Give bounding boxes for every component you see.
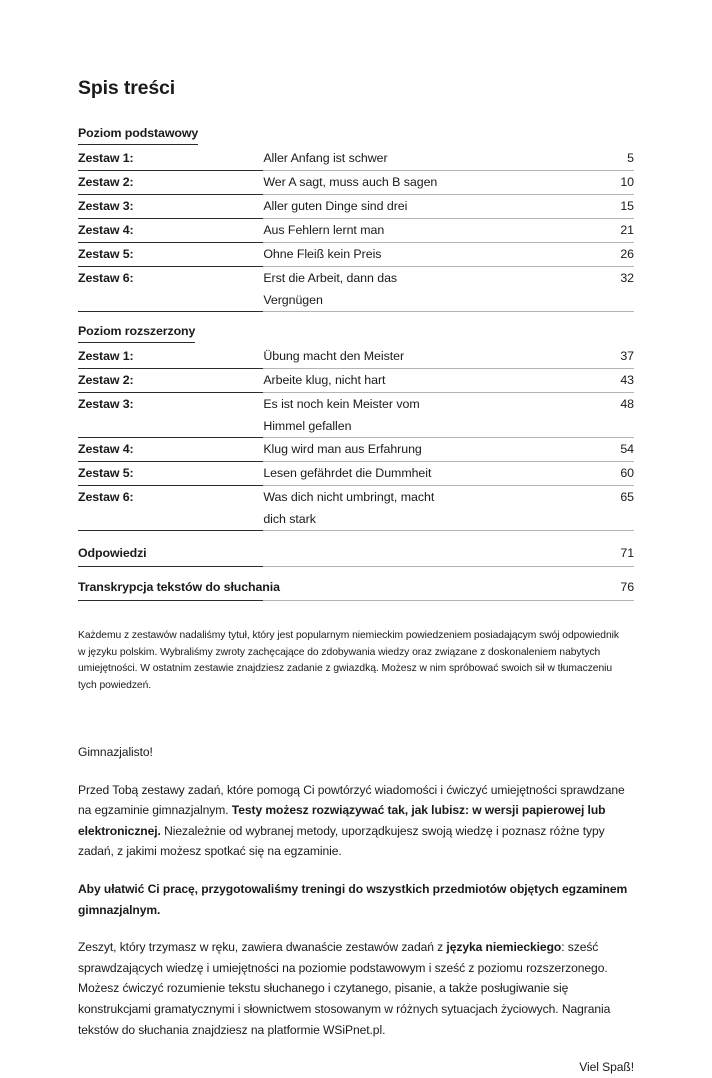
toc-section-heading-basic: Poziom podstawowy <box>78 125 634 147</box>
toc-row-label: Zestaw 2: <box>78 170 264 196</box>
toc-row-title[interactable]: Aus Fehlern lernt man <box>263 218 449 244</box>
page-title: Spis treści <box>78 77 175 99</box>
toc-row-title[interactable]: Arbeite klug, nicht hart <box>263 368 449 394</box>
toc-entry-page: 71 <box>448 542 634 568</box>
toc-row-page: 65 <box>448 485 634 532</box>
toc-row-label: Zestaw 5: <box>78 242 264 268</box>
toc-row-label: Zestaw 4: <box>78 437 264 463</box>
table-row[interactable]: Odpowiedzi 71 <box>78 542 634 568</box>
toc-section-heading-extended-label: Poziom rozszerzony <box>78 323 195 344</box>
table-row[interactable]: Zestaw 4: Klug wird man aus Erfahrung 54 <box>78 437 634 463</box>
table-row[interactable]: Zestaw 1: Aller Anfang ist schwer 5 <box>78 147 634 172</box>
toc-row-label: Zestaw 5: <box>78 461 264 487</box>
toc-row-page: 54 <box>448 437 634 463</box>
toc-row-title[interactable]: Ohne Fleiß kein Preis <box>263 242 449 268</box>
toc-row-page: 37 <box>448 345 634 370</box>
toc-row-label: Zestaw 1: <box>78 147 264 172</box>
letter-paragraph-3: Zeszyt, który trzymasz w ręku, zawiera d… <box>78 937 634 1040</box>
letter-salutation: Gimnazjalisto! <box>78 745 153 760</box>
table-row[interactable]: Zestaw 3: Es ist noch kein Meister vom H… <box>78 392 634 439</box>
table-row[interactable]: Zestaw 2: Arbeite klug, nicht hart 43 <box>78 368 634 394</box>
intro-letter: Gimnazjalisto! Przed Tobą zestawy zadań,… <box>78 742 634 1078</box>
toc-row-title[interactable]: Klug wird man aus Erfahrung <box>263 437 449 463</box>
toc-body: Poziom podstawowy Zestaw 1: Aller Anfang… <box>78 125 634 602</box>
toc-section-spacer <box>78 531 634 543</box>
toc-section-spacer <box>78 312 634 324</box>
letter-closing: Viel Spaß! <box>579 1060 634 1075</box>
table-row[interactable]: Zestaw 5: Lesen gefährdet die Dummheit 6… <box>78 461 634 487</box>
toc-row-title[interactable]: Aller guten Dinge sind drei <box>263 194 449 220</box>
toc-entry-label-odpowiedzi[interactable]: Odpowiedzi <box>78 542 264 568</box>
toc-row-label: Zestaw 2: <box>78 368 264 394</box>
toc-row-title[interactable]: Übung macht den Meister <box>263 345 449 370</box>
toc-row-title[interactable]: Es ist noch kein Meister vom Himmel gefa… <box>263 392 449 439</box>
spacer-cell <box>78 312 634 324</box>
spacer-cell <box>78 567 634 577</box>
letter-p3-emphasis: języka niemieckiego <box>446 940 562 955</box>
toc-entry-spacer <box>78 567 634 577</box>
toc-row-label: Zestaw 6: <box>78 485 264 532</box>
toc-section-heading-row: Poziom rozszerzony <box>78 323 634 345</box>
toc-row-page: 32 <box>448 266 634 313</box>
table-row[interactable]: Zestaw 2: Wer A sagt, muss auch B sagen … <box>78 170 634 196</box>
table-row[interactable]: Transkrypcja tekstów do słuchania 76 <box>78 576 634 602</box>
letter-paragraph-1: Przed Tobą zestawy zadań, które pomogą C… <box>78 780 634 862</box>
toc-row-title[interactable]: Lesen gefährdet die Dummheit <box>263 461 449 487</box>
toc-row-label: Zestaw 3: <box>78 392 264 439</box>
toc-entry-label-transkrypcja[interactable]: Transkrypcja tekstów do słuchania <box>78 576 280 602</box>
letter-paragraph-2: Aby ułatwić Ci pracę, przygotowaliśmy tr… <box>78 879 634 920</box>
toc-row-page: 43 <box>448 368 634 394</box>
toc-row-title[interactable]: Wer A sagt, muss auch B sagen <box>263 170 449 196</box>
table-row[interactable]: Zestaw 3: Aller guten Dinge sind drei 15 <box>78 194 634 220</box>
toc-note: Każdemu z zestawów nadaliśmy tytuł, któr… <box>78 630 620 691</box>
table-row[interactable]: Zestaw 1: Übung macht den Meister 37 <box>78 345 634 370</box>
toc-row-page: 5 <box>448 147 634 172</box>
toc-entry-leader <box>263 542 449 568</box>
toc-section-heading-basic-label: Poziom podstawowy <box>78 125 198 146</box>
toc-entry-page: 76 <box>448 576 634 602</box>
page: Spis treści Poziom podstawowy Zestaw 1: … <box>78 77 635 1075</box>
toc-row-title[interactable]: Was dich nicht umbringt, macht dich star… <box>263 485 449 532</box>
toc-row-page: 21 <box>448 218 634 244</box>
letter-p1-emphasis: Testy możesz rozwiązywać tak, jak lubisz… <box>78 803 606 838</box>
toc-section-heading-row: Poziom podstawowy <box>78 125 634 147</box>
toc-section-heading-extended: Poziom rozszerzony <box>78 323 634 345</box>
letter-p3-text-before: Zeszyt, który trzymasz w ręku, zawiera d… <box>78 940 447 955</box>
toc-row-page: 26 <box>448 242 634 268</box>
toc-row-page: 48 <box>448 392 634 439</box>
letter-p2-emphasis: Aby ułatwić Ci pracę, przygotowaliśmy tr… <box>78 882 628 917</box>
table-row[interactable]: Zestaw 6: Erst die Arbeit, dann das Verg… <box>78 266 634 313</box>
toc-row-page: 60 <box>448 461 634 487</box>
toc-row-title[interactable]: Aller Anfang ist schwer <box>263 147 449 172</box>
toc-row-label: Zestaw 1: <box>78 345 264 370</box>
table-of-contents: Poziom podstawowy Zestaw 1: Aller Anfang… <box>78 125 634 602</box>
toc-row-label: Zestaw 4: <box>78 218 264 244</box>
table-row[interactable]: Zestaw 4: Aus Fehlern lernt man 21 <box>78 218 634 244</box>
toc-row-title[interactable]: Erst die Arbeit, dann das Vergnügen <box>263 266 449 313</box>
spacer-cell <box>78 531 634 543</box>
table-row[interactable]: Zestaw 6: Was dich nicht umbringt, macht… <box>78 485 634 532</box>
toc-row-label: Zestaw 3: <box>78 194 264 220</box>
table-row[interactable]: Zestaw 5: Ohne Fleiß kein Preis 26 <box>78 242 634 268</box>
toc-row-page: 15 <box>448 194 634 220</box>
toc-row-label: Zestaw 6: <box>78 266 264 313</box>
toc-row-page: 10 <box>448 170 634 196</box>
toc-entry-leader <box>263 576 449 602</box>
letter-p1-text-before: Przed Tobą zestawy zadań, które pomogą C… <box>78 782 625 818</box>
letter-p3-text-after: : sześć sprawdzających wiedzę i umiejętn… <box>78 940 611 1037</box>
letter-p1-text-after: Niezależnie od wybranej metody, uporządk… <box>78 823 605 859</box>
